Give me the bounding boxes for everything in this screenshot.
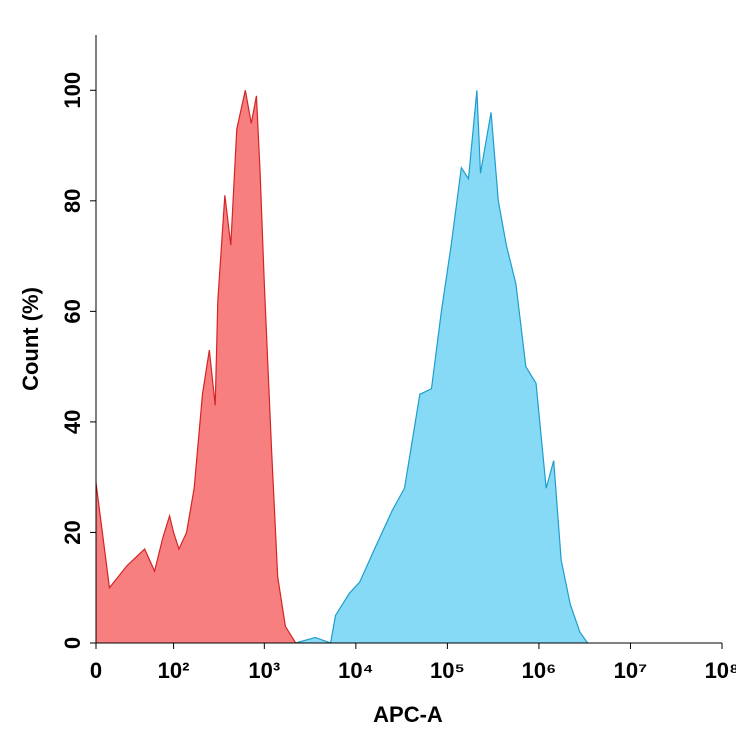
x-axis-title: APC-A: [373, 702, 443, 727]
x-tick-label: 10⁷: [614, 658, 648, 683]
y-tick-label: 0: [60, 637, 85, 649]
y-tick-label: 20: [60, 520, 85, 544]
x-tick-label: 0: [90, 658, 102, 683]
x-tick-label: 10⁶: [522, 658, 557, 683]
x-tick-label: 10²: [158, 658, 190, 683]
area: [96, 90, 296, 644]
x-tick-label: 10³: [248, 658, 280, 683]
area-outline: [295, 90, 589, 644]
y-tick-label: 40: [60, 410, 85, 434]
y-tick-label: 80: [60, 189, 85, 213]
y-tick-label: 100: [60, 72, 85, 109]
y-tick-label: 60: [60, 299, 85, 323]
x-tick-label: 10⁸: [705, 658, 736, 683]
area: [295, 90, 588, 644]
area-outline: [95, 90, 297, 644]
x-tick-label: 10⁵: [430, 658, 465, 683]
y-axis-title: Count (%): [18, 287, 43, 391]
x-tick-label: 10⁴: [338, 658, 373, 683]
